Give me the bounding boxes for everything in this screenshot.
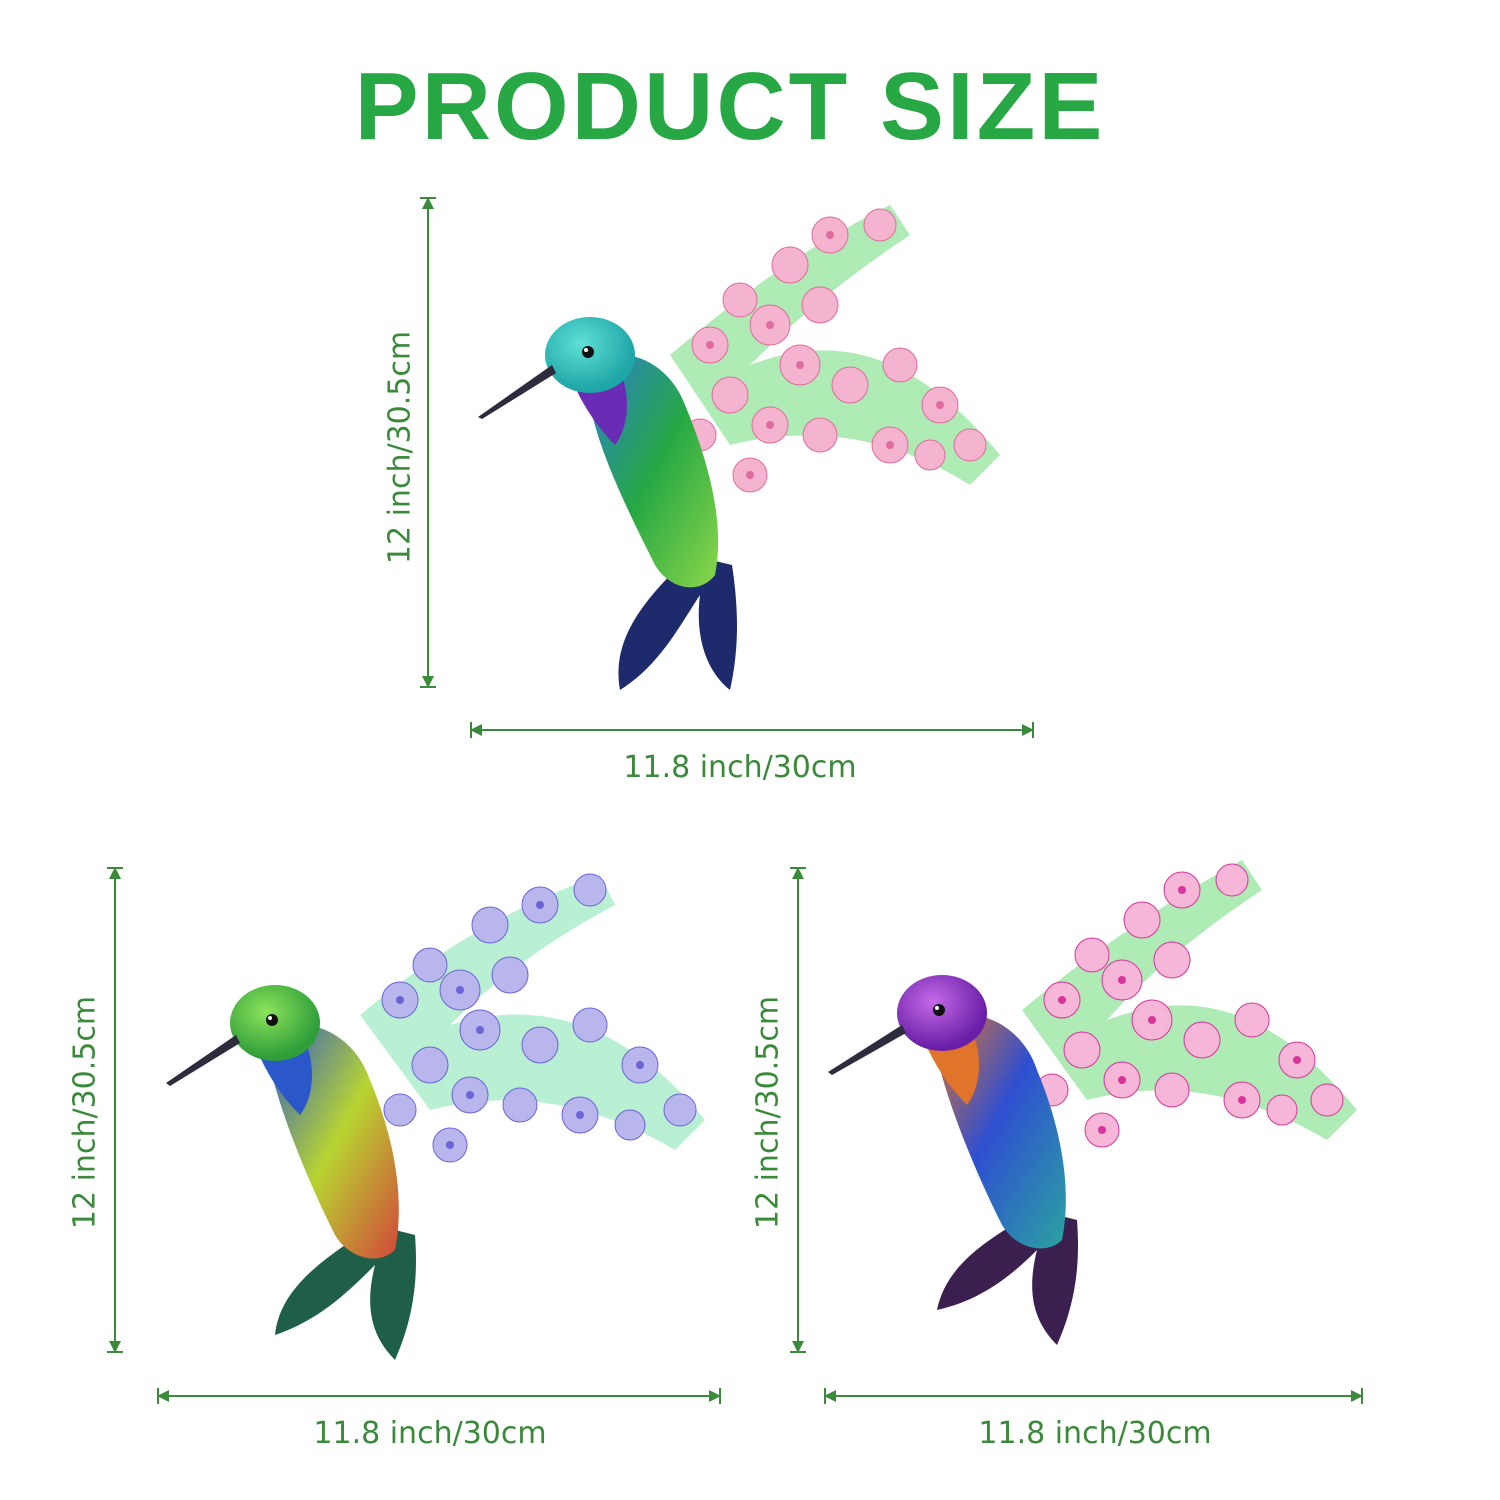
height-dimension-line xyxy=(790,867,806,1353)
width-label: 11.8 inch/30cm xyxy=(978,1416,1212,1451)
page-title: PRODUCT SIZE xyxy=(354,53,1106,160)
width-label: 11.8 inch/30cm xyxy=(313,1416,547,1451)
width-dimension-line xyxy=(824,1388,1363,1404)
hummingbird-image-1 xyxy=(478,205,1000,690)
height-label: 12 inch/30.5cm xyxy=(382,330,418,565)
height-label: 12 inch/30.5cm xyxy=(67,995,103,1230)
height-dimension-line xyxy=(107,867,123,1353)
height-label: 12 inch/30.5cm xyxy=(750,995,786,1230)
width-dimension-line xyxy=(157,1388,721,1404)
width-dimension-line xyxy=(470,722,1034,738)
hummingbird-image-2 xyxy=(166,873,705,1360)
width-label: 11.8 inch/30cm xyxy=(623,750,857,785)
height-dimension-line xyxy=(420,197,436,688)
hummingbird-image-3 xyxy=(828,860,1357,1345)
